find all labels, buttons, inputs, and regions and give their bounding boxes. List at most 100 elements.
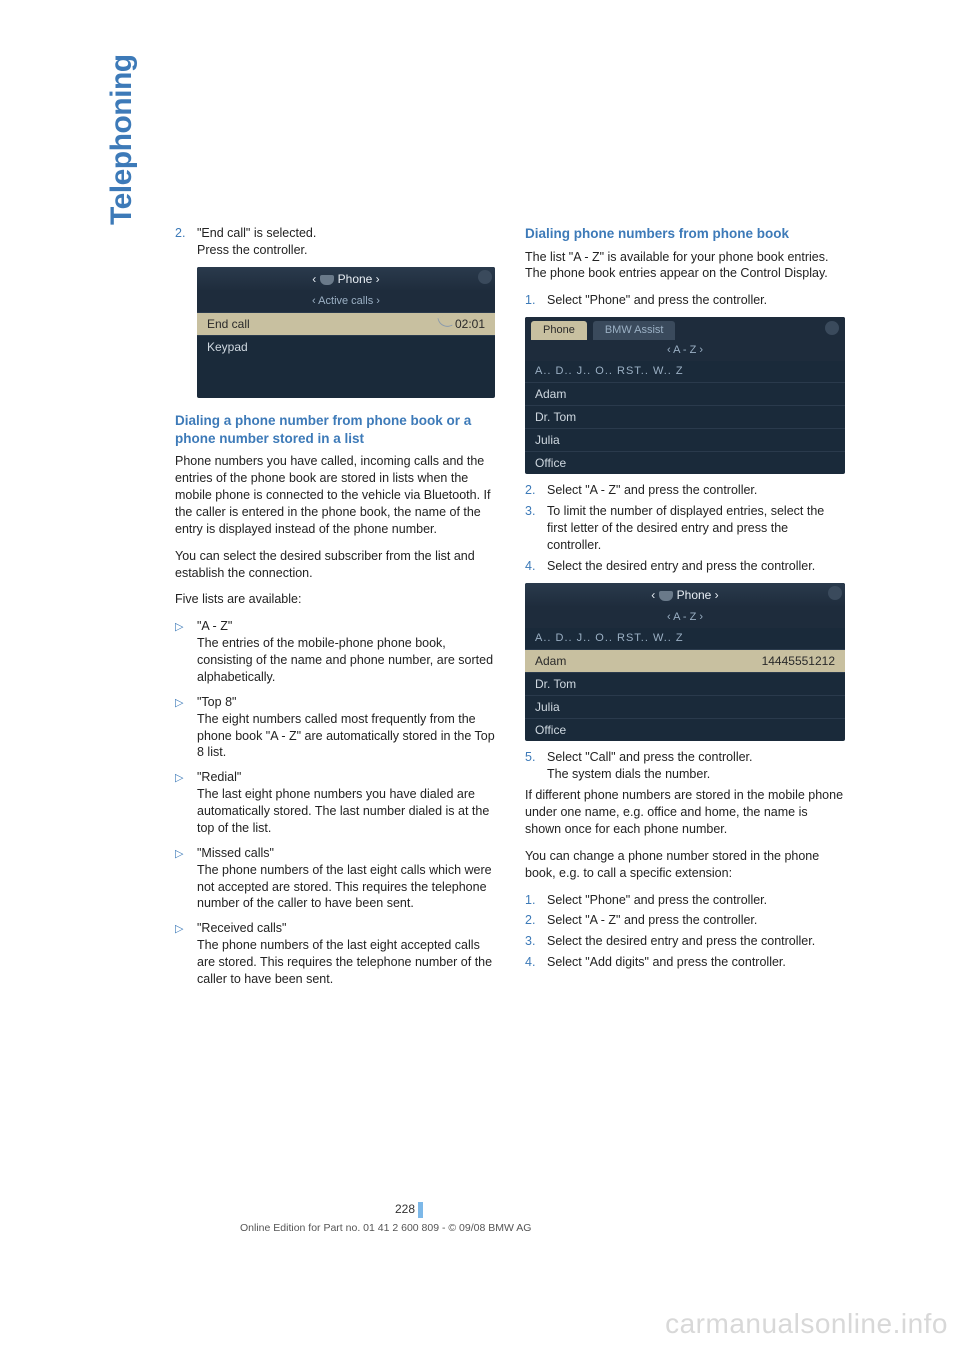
list-item: "Missed calls" The phone numbers of the … <box>175 845 495 913</box>
paragraph: Five lists are available: <box>175 591 495 608</box>
ss-row: Office <box>525 451 845 474</box>
paragraph: You can select the desired subscriber fr… <box>175 548 495 582</box>
section-heading: Dialing phone numbers from phone book <box>525 225 845 243</box>
step-text: "End call" is selected. <box>197 225 495 242</box>
list-item-title: "Top 8" <box>197 694 495 711</box>
list-item-title: "Received calls" <box>197 920 495 937</box>
left-column: 2. "End call" is selected. Press the con… <box>175 225 495 996</box>
right-column: Dialing phone numbers from phone book Th… <box>525 225 845 996</box>
side-tab-label: Telephoning <box>105 54 139 225</box>
step-text: Select the desired entry and press the c… <box>547 558 845 575</box>
ss-subheader: A - Z <box>525 607 845 628</box>
step-number: 4. <box>525 558 547 575</box>
step-text: Select "Add digits" and press the contro… <box>547 954 845 971</box>
step-text: Select "Phone" and press the controller. <box>547 292 845 309</box>
step-number: 3. <box>525 933 547 950</box>
controller-icon <box>825 321 839 335</box>
step-item: 1. Select "Phone" and press the controll… <box>525 292 845 309</box>
ss-row-selected: Adam 14445551212 <box>525 649 845 672</box>
controller-icon <box>478 270 492 284</box>
list-item-body: The phone numbers of the last eight call… <box>197 862 495 913</box>
paragraph: You can change a phone number stored in … <box>525 848 845 882</box>
ss-subheader: Active calls <box>197 291 495 312</box>
phone-icon <box>320 275 334 285</box>
step-text: Select "Phone" and press the controller. <box>547 892 845 909</box>
step-body: "End call" is selected. Press the contro… <box>197 225 495 259</box>
step-text: Select "A - Z" and press the controller. <box>547 482 845 499</box>
controller-icon <box>828 586 842 600</box>
idrive-screenshot-phonebook: Phone BMW Assist A - Z A.. D.. J.. O.. R… <box>525 317 845 474</box>
paragraph: The list "A - Z" is available for your p… <box>525 249 845 283</box>
ss-row: Office <box>525 718 845 741</box>
step-text: Select the desired entry and press the c… <box>547 933 845 950</box>
bullet-icon <box>175 845 197 913</box>
ss-header: Phone <box>525 583 845 607</box>
step-item: 2. Select "A - Z" and press the controll… <box>525 482 845 499</box>
step-item: 5. Select "Call" and press the controlle… <box>525 749 845 783</box>
list-item-body: The eight numbers called most frequently… <box>197 711 495 762</box>
list-item-title: "Redial" <box>197 769 495 786</box>
step-text: Select "Call" and press the controller. <box>547 749 845 766</box>
step-item: 2. "End call" is selected. Press the con… <box>175 225 495 259</box>
step-item: 3. Select the desired entry and press th… <box>525 933 845 950</box>
bullet-icon <box>175 769 197 837</box>
bullet-icon <box>175 618 197 686</box>
list-item-body: The last eight phone numbers you have di… <box>197 786 495 837</box>
list-item-body: The phone numbers of the last eight acce… <box>197 937 495 988</box>
list-item: "Received calls" The phone numbers of th… <box>175 920 495 988</box>
page-content: 2. "End call" is selected. Press the con… <box>175 225 845 996</box>
idrive-screenshot-entry-selected: Phone A - Z A.. D.. J.. O.. RST.. W.. Z … <box>525 583 845 742</box>
ss-tab-inactive: BMW Assist <box>593 321 676 340</box>
ss-row-time: 02:01 <box>455 317 485 331</box>
paragraph: If different phone numbers are stored in… <box>525 787 845 838</box>
page-number: 228 <box>395 1202 423 1218</box>
ss-row-label: Adam <box>535 653 566 669</box>
ss-row: Adam <box>525 382 845 405</box>
ss-row-number: 14445551212 <box>762 653 835 669</box>
step-item: 2. Select "A - Z" and press the controll… <box>525 912 845 929</box>
step-item: 3. To limit the number of displayed entr… <box>525 503 845 554</box>
ss-row: Dr. Tom <box>525 405 845 428</box>
watermark-text: carmanualsonline.info <box>665 1308 948 1340</box>
ss-letter-index: A.. D.. J.. O.. RST.. W.. Z <box>525 361 845 382</box>
bullet-icon <box>175 694 197 762</box>
ss-row-label: End call <box>207 316 250 332</box>
list-item: "Top 8" The eight numbers called most fr… <box>175 694 495 762</box>
list-item-body: The entries of the mobile-phone phone bo… <box>197 635 495 686</box>
phone-icon <box>659 591 673 601</box>
ss-subheader: A - Z <box>525 340 845 361</box>
step-text: The system dials the number. <box>547 766 845 783</box>
ss-tab-active: Phone <box>531 321 587 340</box>
ss-header: Phone <box>197 267 495 291</box>
ss-tabs: Phone BMW Assist <box>525 317 845 340</box>
ss-row-selected: End call 02:01 <box>197 312 495 335</box>
footer-text: Online Edition for Part no. 01 41 2 600 … <box>240 1222 531 1234</box>
step-number: 1. <box>525 292 547 309</box>
ss-row: Julia <box>525 695 845 718</box>
step-item: 1. Select "Phone" and press the controll… <box>525 892 845 909</box>
page-number-bar-icon <box>418 1202 423 1218</box>
step-number: 5. <box>525 749 547 783</box>
bullet-icon <box>175 920 197 988</box>
step-number: 4. <box>525 954 547 971</box>
call-icon <box>437 314 452 329</box>
step-number: 2. <box>175 225 197 259</box>
list-item: "A - Z" The entries of the mobile-phone … <box>175 618 495 686</box>
ss-header-label: Phone <box>338 272 373 286</box>
list-item-title: "A - Z" <box>197 618 495 635</box>
paragraph: Phone numbers you have called, incoming … <box>175 453 495 537</box>
list-item: "Redial" The last eight phone numbers yo… <box>175 769 495 837</box>
step-number: 2. <box>525 482 547 499</box>
step-item: 4. Select "Add digits" and press the con… <box>525 954 845 971</box>
step-text: Press the controller. <box>197 242 495 259</box>
step-text: Select "A - Z" and press the controller. <box>547 912 845 929</box>
ss-letter-index: A.. D.. J.. O.. RST.. W.. Z <box>525 628 845 649</box>
section-heading: Dialing a phone number from phone book o… <box>175 412 495 447</box>
step-text: To limit the number of displayed entries… <box>547 503 845 554</box>
idrive-screenshot-end-call: Phone Active calls End call 02:01 Keypad <box>197 267 495 398</box>
step-number: 1. <box>525 892 547 909</box>
ss-header-label: Phone <box>677 588 712 602</box>
step-number: 3. <box>525 503 547 554</box>
ss-row: Julia <box>525 428 845 451</box>
ss-row: Dr. Tom <box>525 672 845 695</box>
